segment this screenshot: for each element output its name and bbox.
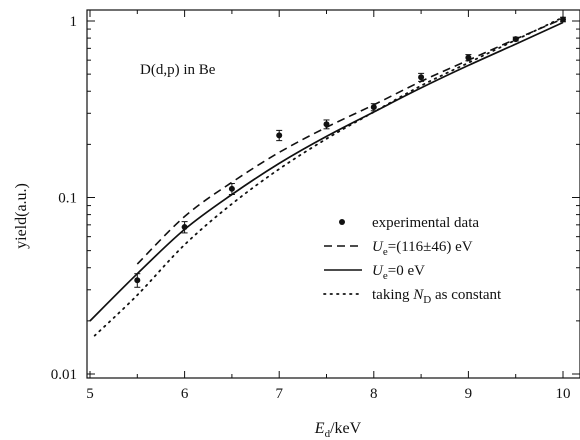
legend-solid-pre: U [372,263,384,279]
x-axis-title-rest: /keV [330,420,362,437]
y-tick-label: 1 [70,14,78,30]
legend-solid-sub: e [383,270,388,282]
data-point [560,16,566,23]
data-point [323,121,330,128]
legend-dotted-post: as constant [431,287,502,303]
data-point [512,36,519,43]
chart-annotation: D(d,p) in Be [140,62,216,78]
legend-dashed-post: =(116±46) eV [388,239,473,255]
legend-label-experimental: experimental data [372,215,479,231]
x-axis-title-main: E [314,420,325,437]
curve-dashed [136,17,564,265]
curve-dotted [93,16,564,337]
x-tick-label: 8 [370,386,378,402]
legend: experimental data Ue=(116±46) eV Ue=0 eV… [323,215,502,306]
data-point [134,277,141,284]
x-tick-label: 9 [465,386,473,402]
legend-marker-experimental [339,219,345,225]
data-point [181,224,188,231]
x-axis-title-sub: d [325,428,331,440]
y-axis-title: yield(a.u.) [13,183,30,249]
legend-dotted-sub: D [423,294,431,306]
data-point [370,104,377,111]
data-point [418,74,425,81]
plot-frame [86,9,580,379]
y-tick-label: 0.1 [58,191,77,207]
legend-dotted-pre: taking [372,287,413,303]
x-tick-label: 6 [181,386,189,402]
legend-label-solid: Ue=0 eV [372,263,425,282]
legend-label-dashed: Ue=(116±46) eV [372,239,473,258]
x-tick-label: 7 [275,386,283,402]
curve-solid [89,21,564,322]
legend-dashed-pre: U [372,239,384,255]
x-tick-label: 5 [86,386,94,402]
data-point [276,132,283,139]
legend-label-dotted: taking ND as constant [372,287,502,306]
data-point [465,54,472,61]
x-tick-label: 10 [556,386,571,402]
legend-solid-post: =0 eV [388,263,425,279]
data-point [228,185,235,192]
x-axis-title: Ed/keV [314,420,362,440]
legend-dashed-sub: e [383,246,388,258]
legend-dotted-italic: N [412,287,424,303]
y-tick-label: 0.01 [51,367,77,383]
